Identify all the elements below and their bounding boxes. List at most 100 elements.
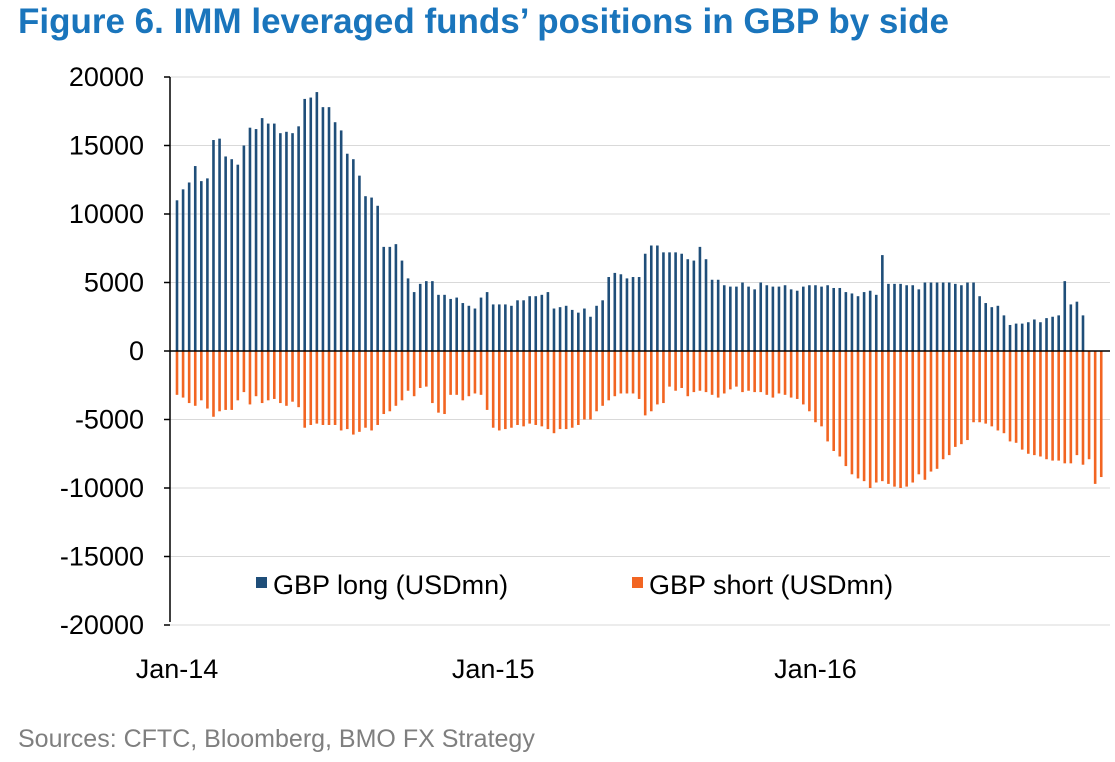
bar-short <box>607 351 611 401</box>
bar-long <box>1045 318 1048 351</box>
bar-short <box>850 351 854 475</box>
bar-long <box>491 304 495 351</box>
bar-short <box>1099 351 1103 478</box>
bar-short <box>564 351 568 430</box>
bar-long <box>400 260 404 351</box>
bar-long <box>564 305 568 351</box>
bar-short <box>789 351 793 398</box>
bar-short <box>802 351 805 405</box>
bar-short <box>771 351 775 398</box>
bar-short <box>479 351 483 395</box>
bar-long <box>802 286 805 351</box>
bar-long <box>1002 315 1006 351</box>
bar-short <box>534 351 538 425</box>
bar-short <box>777 351 781 394</box>
bar-long <box>352 159 355 351</box>
bar-long <box>175 200 179 351</box>
bar-short <box>710 351 714 395</box>
gridlines <box>170 76 1110 626</box>
bar-long <box>467 305 471 351</box>
bar-long <box>868 290 872 351</box>
bar-short <box>497 351 501 431</box>
bar-long <box>497 304 501 351</box>
bar-short <box>1075 351 1079 456</box>
series-short-bars <box>175 351 1103 488</box>
bar-short <box>729 351 732 390</box>
bar-short <box>960 351 963 445</box>
bar-long <box>303 98 306 351</box>
bar-short <box>431 351 434 404</box>
bar-short <box>212 351 215 417</box>
bar-short <box>266 351 270 401</box>
bar-short <box>1093 351 1097 484</box>
bar-short <box>522 351 525 427</box>
bar-long <box>753 289 756 351</box>
bar-long <box>376 205 379 351</box>
bar-short <box>449 351 452 395</box>
axes <box>164 76 1110 626</box>
bar-long <box>905 285 908 351</box>
bar-short <box>1057 351 1060 461</box>
bar-long <box>716 279 720 351</box>
bar-long <box>1075 301 1079 351</box>
bar-short <box>649 351 653 412</box>
bar-short <box>1008 351 1012 442</box>
bar-long <box>1008 324 1012 351</box>
bar-long <box>1039 322 1042 351</box>
bar-long <box>820 286 823 351</box>
bar-short <box>236 351 240 401</box>
bar-short <box>279 351 282 404</box>
bar-short <box>461 351 465 401</box>
bar-long <box>339 130 343 351</box>
bar-short <box>388 351 392 412</box>
bar-long <box>826 285 829 351</box>
legend: GBP long (USDmn) GBP short (USDmn) <box>256 570 893 600</box>
bar-long <box>577 312 580 351</box>
bar-long <box>504 304 507 351</box>
bar-long <box>649 245 653 351</box>
bar-short <box>418 351 422 388</box>
bar-long <box>844 292 848 351</box>
bar-long <box>406 278 410 351</box>
bar-long <box>212 140 215 351</box>
bar-short <box>358 351 361 432</box>
bar-long <box>266 123 270 351</box>
bar-long <box>327 107 331 351</box>
bar-short <box>826 351 829 442</box>
bar-long <box>899 283 902 351</box>
bar-short <box>491 351 495 428</box>
bar-long <box>510 305 513 351</box>
bar-long <box>181 189 185 351</box>
bar-long <box>935 282 939 351</box>
y-tick-label: -15000 <box>60 542 144 572</box>
bar-short <box>352 351 355 435</box>
bar-short <box>1045 351 1048 460</box>
bar-short <box>765 351 769 395</box>
series-long-bars <box>175 92 1085 352</box>
bar-long <box>473 308 477 351</box>
bar-long <box>431 281 434 351</box>
bar-long <box>960 285 963 351</box>
bar-long <box>631 277 635 351</box>
bar-short <box>680 351 683 388</box>
bar-long <box>437 294 440 351</box>
bar-short <box>832 351 835 452</box>
bar-short <box>674 351 677 391</box>
bar-short <box>339 351 343 431</box>
bar-long <box>291 133 294 351</box>
legend-swatch <box>256 577 267 588</box>
bar-long <box>206 178 209 351</box>
bar-long <box>941 282 945 351</box>
legend-swatch <box>632 577 643 588</box>
bar-long <box>637 277 641 351</box>
bar-long <box>710 279 714 351</box>
bar-short <box>808 351 811 412</box>
bar-long <box>850 293 854 351</box>
bar-short <box>601 351 604 406</box>
bar-short <box>260 351 264 404</box>
bar-short <box>783 351 787 395</box>
chart-title: Figure 6. IMM leveraged funds’ positions… <box>18 2 949 41</box>
bar-long <box>534 296 538 351</box>
bar-long <box>443 294 446 351</box>
